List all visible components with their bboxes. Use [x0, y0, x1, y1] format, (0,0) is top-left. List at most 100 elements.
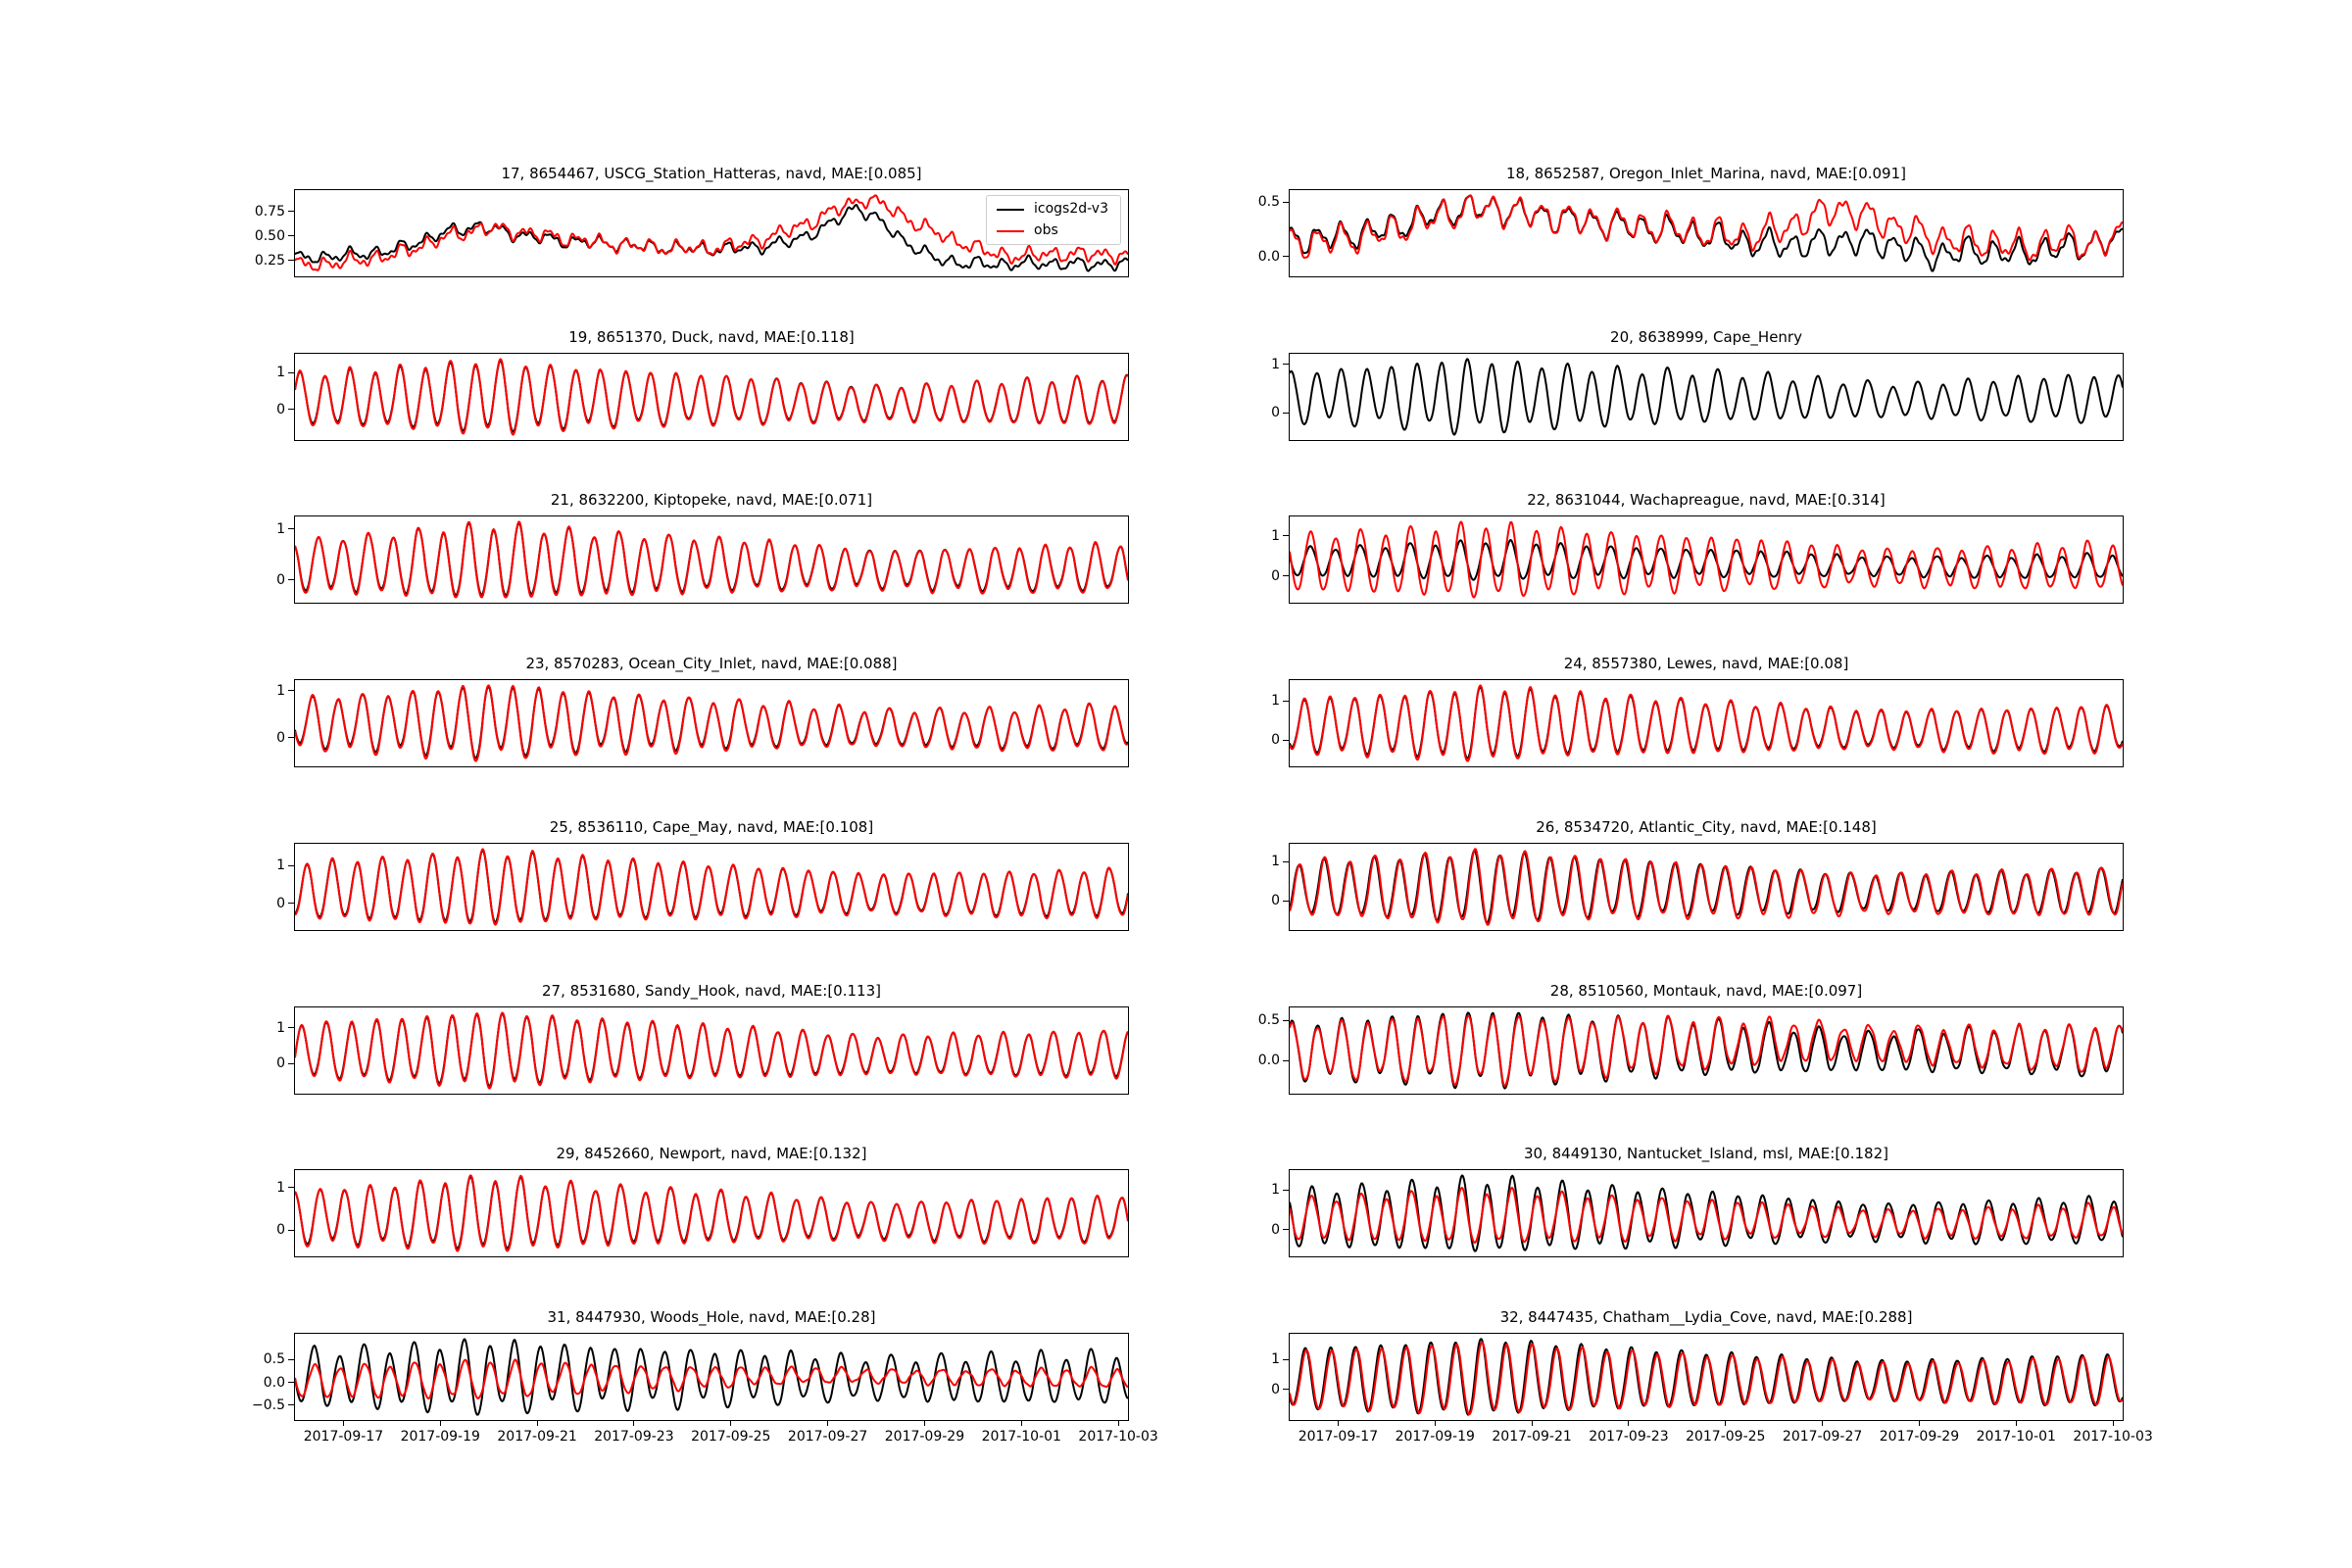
x-tick-mark: [1531, 1420, 1533, 1426]
legend-label: obs: [1034, 222, 1058, 238]
x-tick-mark: [633, 1420, 635, 1426]
subplot-title: 24, 8557380, Lewes, navd, MAE:[0.08]: [1563, 655, 1849, 672]
y-tick-mark: [288, 235, 294, 237]
x-tick-mark: [439, 1420, 441, 1426]
y-tick-label: 0: [276, 895, 285, 911]
subplot-title: 21, 8632200, Kiptopeke, navd, MAE:[0.071…: [550, 491, 873, 509]
x-tick-label: 2017-09-21: [497, 1429, 577, 1445]
plot-area: [295, 848, 1128, 926]
y-tick-mark: [288, 579, 294, 581]
y-tick-mark: [1283, 1389, 1289, 1391]
legend-line-swatch: [997, 208, 1024, 211]
x-tick-mark: [1434, 1420, 1436, 1426]
subplot-title: 18, 8652587, Oregon_Inlet_Marina, navd, …: [1506, 165, 1906, 182]
y-tick-label: 1: [1271, 1182, 1280, 1199]
y-tick-mark: [1283, 1059, 1289, 1061]
subplot-29: 29, 8452660, Newport, navd, MAE:[0.132] …: [276, 1145, 1129, 1257]
y-tick-label: 1: [1271, 527, 1280, 544]
legend-entry: obs: [997, 223, 1108, 238]
y-tick-label: 1: [276, 682, 285, 699]
plot-area: [295, 684, 1128, 762]
series-line-obs: [295, 358, 1128, 436]
subplot-24: 24, 8557380, Lewes, navd, MAE:[0.08] 1 0: [1271, 655, 2124, 767]
series-line-obs: [1290, 194, 2123, 262]
x-tick-label: 2017-09-29: [1879, 1429, 1960, 1445]
y-tick-label: 1: [276, 520, 285, 537]
y-tick-label: 0.0: [263, 1374, 285, 1391]
subplot-21: 21, 8632200, Kiptopeke, navd, MAE:[0.071…: [276, 491, 1129, 604]
series-line-obs: [295, 684, 1128, 762]
x-tick-label: 2017-10-03: [1078, 1429, 1158, 1445]
x-tick-mark: [1918, 1420, 1920, 1426]
x-tick-mark: [923, 1420, 925, 1426]
series-line-obs: [1290, 1014, 2123, 1088]
series-line-obs: [1290, 520, 2123, 599]
plot-area: [1290, 358, 2123, 436]
plot-area: [295, 520, 1128, 599]
y-tick-mark: [288, 1187, 294, 1189]
y-tick-label: 0: [1271, 405, 1280, 421]
y-tick-label: 1: [276, 1179, 285, 1196]
x-tick-label: 2017-09-23: [1589, 1429, 1669, 1445]
y-tick-label: 1: [1271, 356, 1280, 372]
y-tick-mark: [288, 211, 294, 213]
y-tick-label: 1: [276, 365, 285, 381]
y-tick-mark: [288, 371, 294, 373]
y-tick-mark: [1283, 1019, 1289, 1021]
plot-area: [295, 1174, 1128, 1252]
subplot-title: 29, 8452660, Newport, navd, MAE:[0.132]: [556, 1145, 867, 1162]
subplot-18: 18, 8652587, Oregon_Inlet_Marina, navd, …: [1258, 165, 2124, 277]
legend: icogs2d-v3 obs: [986, 195, 1121, 245]
y-tick-mark: [1283, 535, 1289, 537]
legend-entry: icogs2d-v3: [997, 202, 1108, 217]
y-tick-mark: [288, 1062, 294, 1064]
y-tick-mark: [1283, 700, 1289, 702]
x-tick-label: 2017-09-27: [1782, 1429, 1863, 1445]
y-tick-mark: [288, 1404, 294, 1406]
plot-area: [1290, 1338, 2123, 1416]
series-line-obs: [295, 1174, 1128, 1252]
y-tick-label: 0: [276, 401, 285, 417]
subplot-title: 28, 8510560, Montauk, navd, MAE:[0.097]: [1549, 982, 1863, 1000]
y-tick-mark: [1283, 1229, 1289, 1231]
x-tick-mark: [1725, 1420, 1727, 1426]
y-tick-mark: [1283, 739, 1289, 741]
y-tick-label: 0.5: [263, 1351, 285, 1368]
series-line-icogs2d-v3: [295, 849, 1128, 924]
series-line-obs: [1290, 848, 2123, 926]
y-tick-label: 0: [1271, 567, 1280, 584]
subplot-title: 32, 8447435, Chatham__Lydia_Cove, navd, …: [1499, 1308, 1913, 1326]
series-line-icogs2d-v3: [1290, 194, 2123, 272]
series-line-obs: [1290, 1186, 2123, 1245]
y-tick-label: −0.5: [252, 1396, 285, 1413]
y-tick-mark: [1283, 201, 1289, 203]
y-tick-label: 0: [276, 1055, 285, 1072]
y-tick-label: 0.5: [1257, 194, 1280, 210]
y-tick-label: 0: [276, 729, 285, 746]
subplot-27: 27, 8531680, Sandy_Hook, navd, MAE:[0.11…: [276, 982, 1129, 1095]
y-tick-label: 1: [276, 858, 285, 874]
x-tick-mark: [1117, 1420, 1119, 1426]
y-tick-mark: [288, 260, 294, 262]
y-tick-label: 0.50: [254, 227, 285, 244]
y-tick-label: 0.5: [1257, 1012, 1280, 1029]
y-tick-mark: [288, 1358, 294, 1360]
plot-area: [1290, 848, 2123, 926]
x-tick-mark: [730, 1420, 732, 1426]
series-line-icogs2d-v3: [1290, 358, 2123, 436]
y-tick-label: 0.75: [254, 203, 285, 220]
x-tick-label: 2017-09-17: [1298, 1429, 1379, 1445]
subplot-31: 31, 8447930, Woods_Hole, navd, MAE:[0.28…: [252, 1308, 1158, 1445]
y-tick-label: 0: [276, 571, 285, 588]
x-tick-mark: [1628, 1420, 1630, 1426]
y-tick-label: 0.0: [1257, 1053, 1280, 1069]
y-tick-label: 1: [276, 1019, 285, 1036]
x-tick-label: 2017-09-19: [1395, 1429, 1475, 1445]
plot-area: [295, 1011, 1128, 1090]
y-tick-label: 0.25: [254, 252, 285, 269]
subplot-title: 19, 8651370, Duck, navd, MAE:[0.118]: [568, 328, 855, 346]
subplot-20: 20, 8638999, Cape_Henry 1 0: [1271, 328, 2124, 441]
x-tick-mark: [1822, 1420, 1824, 1426]
y-tick-mark: [1283, 575, 1289, 577]
